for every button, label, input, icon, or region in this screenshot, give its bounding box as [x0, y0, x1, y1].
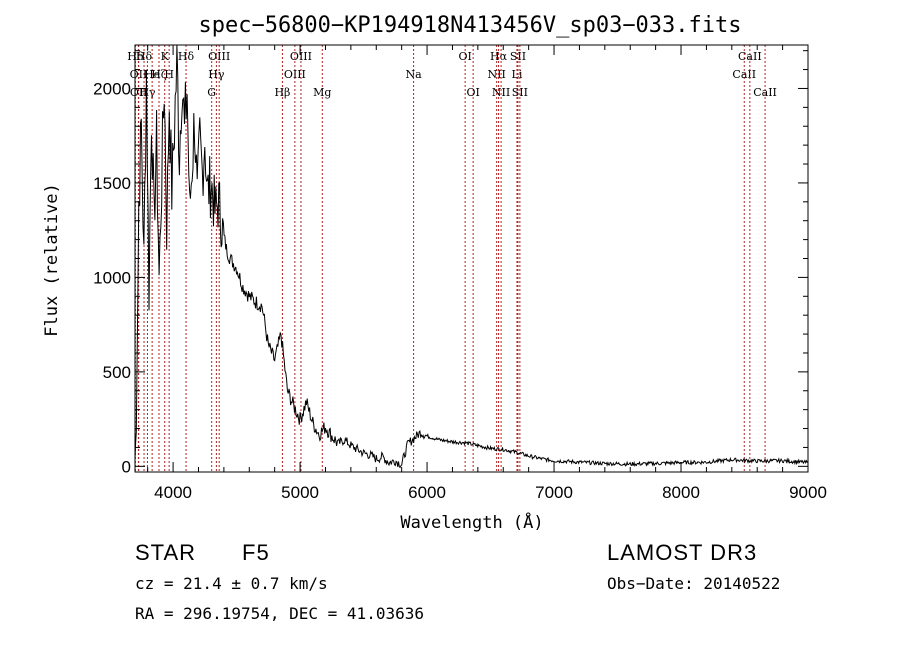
- x-tick-label: 5000: [281, 483, 319, 502]
- line-label: OIII: [284, 68, 306, 81]
- x-axis-label: Wavelength (Å): [400, 511, 543, 533]
- line-label: Li: [512, 68, 523, 81]
- line-label: CaII: [738, 50, 762, 63]
- line-label: K: [161, 50, 170, 63]
- line-label: H: [164, 68, 174, 81]
- line-label: G: [207, 86, 216, 99]
- line-label: OI: [458, 50, 471, 63]
- spectrum-chart: spec−56800−KP194918N413456V_sp03−033.fit…: [42, 13, 827, 533]
- x-tick-label: 7000: [535, 483, 573, 502]
- y-tick-label: 1500: [93, 174, 131, 193]
- line-label: CaII: [732, 68, 756, 81]
- line-label: SII: [512, 86, 528, 99]
- line-label: OIII: [208, 50, 230, 63]
- y-tick-label: 1000: [93, 268, 131, 287]
- x-tick-label: 4000: [154, 483, 192, 502]
- line-label: OII: [130, 86, 148, 99]
- line-label: Mg: [313, 86, 331, 99]
- plot-frame: [134, 44, 809, 473]
- line-label: Hδ: [178, 50, 195, 63]
- object-subclass: F5: [242, 540, 270, 565]
- x-tick-label: 9000: [789, 483, 827, 502]
- survey-release: LAMOST DR3: [607, 540, 758, 565]
- emission-lines-layer: HδOIIOIIHδHγHeHζKHHδGHγOIIIHβOIIIOIIIMgN…: [127, 45, 777, 472]
- line-label: OI: [466, 86, 479, 99]
- line-label: Hγ: [208, 68, 225, 81]
- redshift-cz: cz = 21.4 ± 0.7 km/s: [135, 574, 328, 593]
- y-tick-label: 0: [122, 457, 131, 476]
- x-tick-label: 8000: [662, 483, 700, 502]
- spectrum-line: [134, 44, 809, 469]
- y-tick-label: 500: [103, 363, 131, 382]
- y-axis-label: Flux (relative): [42, 183, 62, 337]
- line-label: Na: [406, 68, 423, 81]
- y-tick-label: 2000: [93, 79, 131, 98]
- line-label: CaII: [753, 86, 777, 99]
- line-label: Hα: [490, 50, 508, 63]
- line-label: NII: [487, 68, 505, 81]
- chart-title: spec−56800−KP194918N413456V_sp03−033.fit…: [198, 13, 741, 38]
- line-label: OIII: [290, 50, 312, 63]
- line-label: Hγ: [139, 86, 156, 99]
- line-label: Hδ: [136, 50, 153, 63]
- line-label: SII: [510, 50, 526, 63]
- line-label: NII: [492, 86, 510, 99]
- line-label: Hζ: [151, 68, 167, 81]
- axis-ticks-layer: 4000 5000 6000 7000 8000 9000 0 500 1000 1500 2000: [93, 45, 827, 502]
- line-label: He: [144, 68, 160, 81]
- obs-date: Obs−Date: 20140522: [607, 574, 781, 593]
- ra-dec: RA = 296.19754, DEC = 41.03636: [135, 604, 424, 623]
- x-tick-label: 6000: [408, 483, 446, 502]
- object-class: STAR: [135, 540, 197, 565]
- line-label: Hβ: [274, 86, 290, 99]
- line-label: Hδ: [127, 50, 144, 63]
